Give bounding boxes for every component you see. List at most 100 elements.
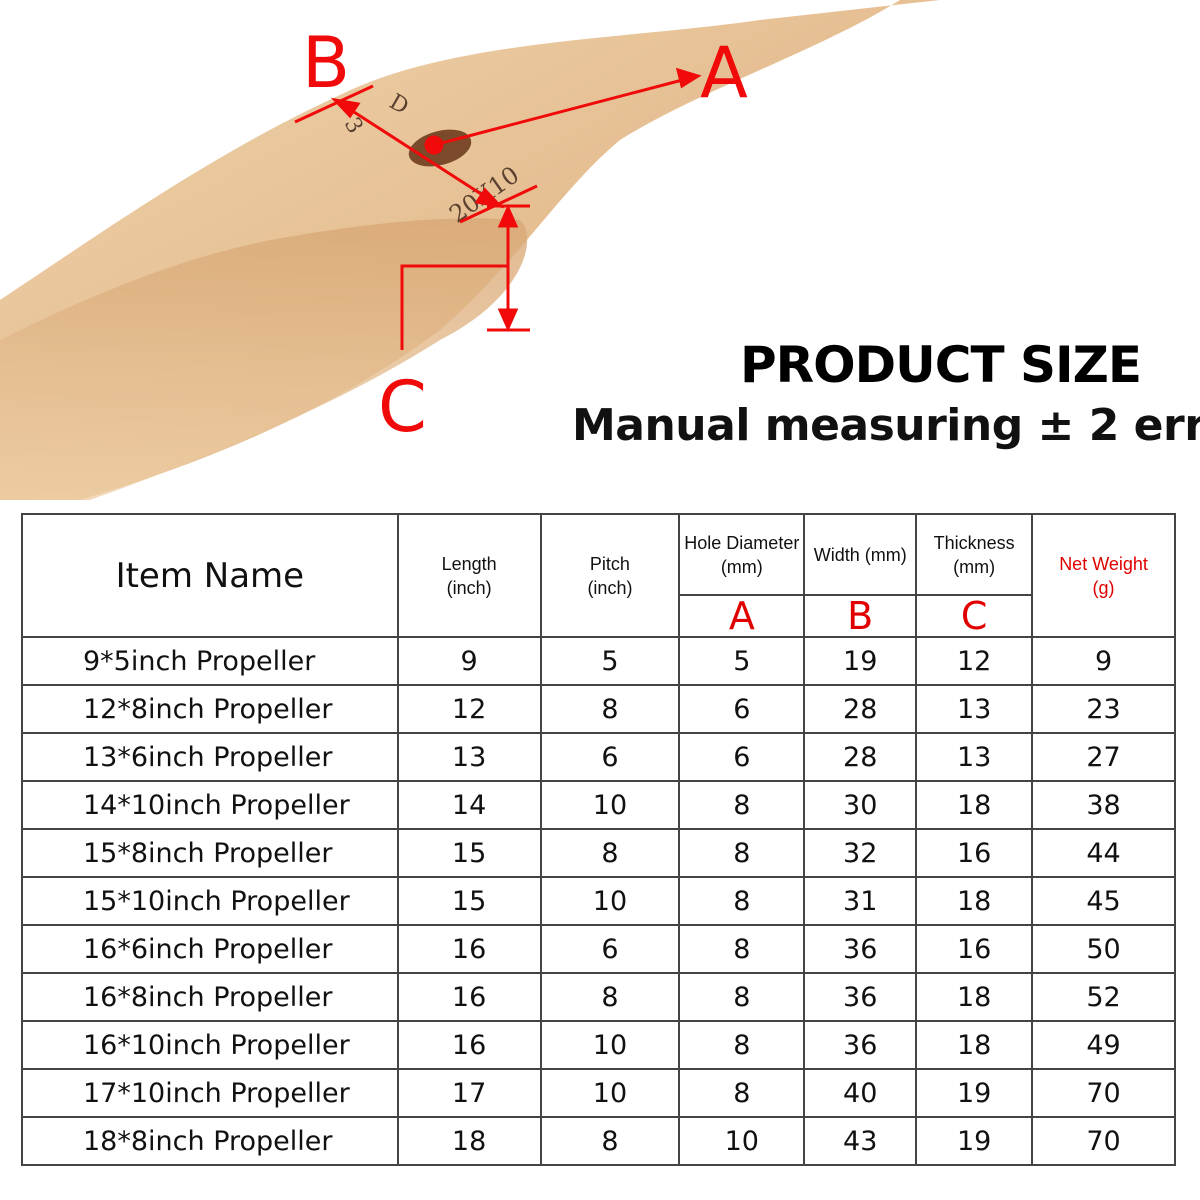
cell-width: 36 [803,1020,918,1070]
table-row: 12*8inch Propeller 12 8 6 28 13 23 [21,684,1176,734]
cell-hole-diameter: 6 [678,684,806,734]
cell-net-weight: 44 [1031,828,1176,878]
page-title: PRODUCT SIZE [740,336,1142,394]
cell-net-weight: 52 [1031,972,1176,1022]
header-pitch: Pitch (inch) [539,513,681,638]
propeller-image: 3 D 20X10 [0,0,940,500]
header-letter-c: C [915,594,1034,638]
cell-pitch: 5 [539,636,681,686]
cell-net-weight: 70 [1031,1068,1176,1118]
cell-pitch: 10 [539,1020,681,1070]
cell-item-name: 16*10inch Propeller [21,1020,399,1070]
header-letter-a: A [678,594,806,638]
cell-length: 14 [396,780,542,830]
cell-length: 16 [396,924,542,974]
cell-pitch: 8 [539,684,681,734]
header-weight-label: Net Weight [1059,553,1148,574]
cell-hole-diameter: 8 [678,780,806,830]
header-length-label: Length [441,553,497,574]
table-row: 15*8inch Propeller 15 8 8 32 16 44 [21,828,1176,878]
table-row: 17*10inch Propeller 17 10 8 40 19 70 [21,1068,1176,1118]
cell-pitch: 10 [539,876,681,926]
cell-pitch: 8 [539,1116,681,1166]
table-row: 16*10inch Propeller 16 10 8 36 18 49 [21,1020,1176,1070]
cell-hole-diameter: 8 [678,876,806,926]
cell-item-name: 18*8inch Propeller [21,1116,399,1166]
header-item-name: Item Name [21,513,399,638]
cell-length: 17 [396,1068,542,1118]
cell-width: 30 [803,780,918,830]
cell-length: 9 [396,636,542,686]
cell-width: 36 [803,972,918,1022]
cell-thickness: 18 [915,780,1034,830]
cell-net-weight: 49 [1031,1020,1176,1070]
propeller-diagram: 3 D 20X10 B A C [0,0,1200,500]
table-row: 15*10inch Propeller 15 10 8 31 18 45 [21,876,1176,926]
cell-length: 15 [396,876,542,926]
cell-thickness: 18 [915,1020,1034,1070]
label-a: A [700,32,748,114]
cell-hole-diameter: 6 [678,732,806,782]
cell-length: 15 [396,828,542,878]
table-row: 13*6inch Propeller 13 6 6 28 13 27 [21,732,1176,782]
size-table: Item Name Length (inch) Pitch (inch) Hole … [21,513,1176,1166]
header-weight-unit: (g) [1092,577,1115,598]
cell-length: 12 [396,684,542,734]
header-letter-b: B [803,594,918,638]
cell-net-weight: 70 [1031,1116,1176,1166]
cell-net-weight: 23 [1031,684,1176,734]
cell-thickness: 13 [915,684,1034,734]
cell-pitch: 10 [539,1068,681,1118]
cell-item-name: 16*8inch Propeller [21,972,399,1022]
cell-net-weight: 9 [1031,636,1176,686]
cell-thickness: 16 [915,924,1034,974]
cell-thickness: 19 [915,1116,1034,1166]
label-b: B [302,22,351,104]
cell-pitch: 8 [539,828,681,878]
cell-width: 36 [803,924,918,974]
table-row: 18*8inch Propeller 18 8 10 43 19 70 [21,1116,1176,1166]
cell-item-name: 12*8inch Propeller [21,684,399,734]
cell-pitch: 10 [539,780,681,830]
cell-pitch: 8 [539,972,681,1022]
cell-item-name: 9*5inch Propeller [21,636,399,686]
cell-item-name: 17*10inch Propeller [21,1068,399,1118]
cell-hole-diameter: 8 [678,1068,806,1118]
header-length-unit: (inch) [446,577,492,598]
table-row: 16*6inch Propeller 16 6 8 36 16 50 [21,924,1176,974]
cell-thickness: 18 [915,972,1034,1022]
cell-thickness: 12 [915,636,1034,686]
header-pitch-label: Pitch [589,553,630,574]
cell-hole-diameter: 8 [678,1020,806,1070]
cell-width: 28 [803,732,918,782]
page-subtitle: Manual measuring ± 2 error [572,400,1200,451]
cell-pitch: 6 [539,924,681,974]
cell-length: 13 [396,732,542,782]
cell-length: 16 [396,972,542,1022]
cell-item-name: 15*10inch Propeller [21,876,399,926]
header-hole-diameter: Hole Diameter (mm) [678,513,806,596]
cell-item-name: 14*10inch Propeller [21,780,399,830]
cell-width: 43 [803,1116,918,1166]
table-row: 16*8inch Propeller 16 8 8 36 18 52 [21,972,1176,1022]
cell-item-name: 16*6inch Propeller [21,924,399,974]
cell-hole-diameter: 5 [678,636,806,686]
cell-pitch: 6 [539,732,681,782]
cell-hole-diameter: 10 [678,1116,806,1166]
header-width: Width (mm) [803,513,918,596]
cell-hole-diameter: 8 [678,972,806,1022]
header-length: Length (inch) [396,513,542,638]
cell-item-name: 13*6inch Propeller [21,732,399,782]
cell-width: 28 [803,684,918,734]
cell-net-weight: 38 [1031,780,1176,830]
cell-length: 16 [396,1020,542,1070]
cell-thickness: 16 [915,828,1034,878]
cell-width: 31 [803,876,918,926]
cell-item-name: 15*8inch Propeller [21,828,399,878]
cell-width: 19 [803,636,918,686]
header-net-weight: Net Weight (g) [1031,513,1176,638]
cell-net-weight: 27 [1031,732,1176,782]
cell-thickness: 13 [915,732,1034,782]
cell-hole-diameter: 8 [678,924,806,974]
cell-net-weight: 45 [1031,876,1176,926]
